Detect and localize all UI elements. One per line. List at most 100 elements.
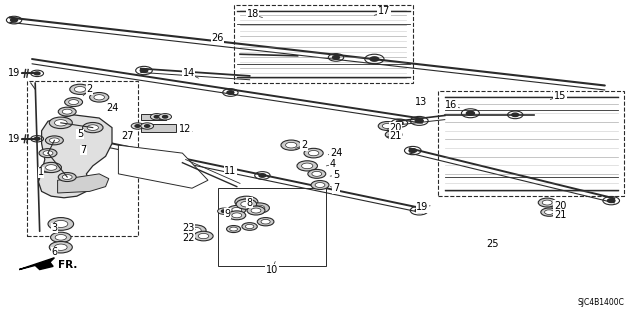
Text: 11: 11 — [224, 166, 237, 176]
Circle shape — [297, 161, 317, 171]
Circle shape — [232, 213, 242, 218]
Circle shape — [83, 122, 103, 133]
Circle shape — [315, 182, 325, 188]
Circle shape — [43, 151, 53, 156]
Circle shape — [94, 95, 104, 100]
Circle shape — [135, 125, 140, 127]
Text: 22: 22 — [182, 233, 195, 243]
Circle shape — [49, 117, 72, 129]
Circle shape — [45, 136, 63, 145]
Text: 16: 16 — [445, 100, 458, 110]
Text: 4: 4 — [330, 159, 336, 169]
Text: SJC4B1400C: SJC4B1400C — [577, 298, 624, 307]
Circle shape — [385, 130, 402, 139]
Text: 25: 25 — [486, 239, 499, 249]
Circle shape — [607, 199, 615, 203]
Circle shape — [51, 232, 71, 242]
Circle shape — [39, 149, 57, 158]
Text: 17: 17 — [378, 6, 390, 16]
Circle shape — [241, 201, 252, 207]
Circle shape — [538, 198, 556, 207]
Circle shape — [259, 174, 266, 177]
Circle shape — [227, 226, 241, 233]
Circle shape — [74, 86, 86, 92]
Circle shape — [131, 123, 144, 129]
Circle shape — [281, 140, 301, 150]
Circle shape — [285, 142, 297, 148]
Circle shape — [542, 200, 552, 205]
Circle shape — [304, 148, 323, 158]
Circle shape — [11, 19, 17, 22]
Text: 19: 19 — [8, 68, 20, 78]
Text: 7: 7 — [333, 183, 339, 193]
Text: 19: 19 — [8, 134, 20, 144]
Circle shape — [145, 125, 150, 127]
Circle shape — [54, 244, 67, 250]
Text: 6: 6 — [51, 247, 58, 257]
Text: 21: 21 — [554, 210, 566, 220]
Circle shape — [49, 138, 60, 143]
Circle shape — [396, 121, 403, 125]
Text: 20: 20 — [554, 201, 566, 211]
Circle shape — [184, 225, 206, 236]
Text: 23: 23 — [182, 223, 195, 233]
Circle shape — [378, 122, 396, 130]
Circle shape — [62, 109, 72, 114]
Circle shape — [253, 205, 265, 211]
Circle shape — [227, 91, 234, 94]
Text: 1: 1 — [38, 167, 44, 177]
Circle shape — [159, 114, 172, 120]
Circle shape — [249, 203, 269, 213]
Circle shape — [41, 162, 61, 173]
Circle shape — [512, 113, 518, 116]
Circle shape — [409, 149, 417, 152]
Text: 18: 18 — [246, 9, 259, 19]
Circle shape — [541, 208, 557, 216]
Circle shape — [308, 151, 319, 156]
FancyBboxPatch shape — [141, 124, 176, 132]
Circle shape — [48, 218, 74, 230]
Circle shape — [45, 165, 57, 170]
Circle shape — [150, 114, 163, 120]
Text: 12: 12 — [179, 124, 192, 134]
Polygon shape — [38, 115, 112, 198]
Circle shape — [62, 174, 72, 180]
Circle shape — [225, 212, 238, 219]
FancyBboxPatch shape — [141, 114, 166, 120]
Circle shape — [218, 208, 230, 214]
Circle shape — [333, 56, 339, 59]
Circle shape — [247, 206, 265, 215]
Text: 7: 7 — [80, 145, 86, 155]
Circle shape — [308, 169, 326, 178]
Circle shape — [163, 115, 168, 118]
Polygon shape — [58, 174, 109, 193]
Text: 10: 10 — [266, 264, 278, 275]
Circle shape — [240, 199, 253, 205]
Circle shape — [189, 227, 201, 233]
Circle shape — [230, 227, 237, 231]
Text: 2: 2 — [86, 84, 93, 94]
Circle shape — [415, 209, 423, 212]
Circle shape — [58, 107, 76, 116]
Circle shape — [257, 218, 274, 226]
Circle shape — [221, 210, 227, 212]
Circle shape — [194, 231, 213, 241]
Circle shape — [141, 123, 154, 129]
Circle shape — [68, 100, 79, 105]
Circle shape — [235, 196, 258, 208]
Circle shape — [229, 214, 234, 217]
Text: 24: 24 — [106, 103, 118, 114]
Circle shape — [261, 219, 270, 224]
Circle shape — [228, 205, 246, 214]
Circle shape — [35, 72, 40, 75]
Circle shape — [49, 241, 72, 253]
Text: 19: 19 — [416, 202, 429, 212]
Circle shape — [90, 93, 109, 102]
Circle shape — [301, 163, 313, 169]
Circle shape — [236, 199, 257, 209]
Text: 3: 3 — [51, 223, 58, 233]
Circle shape — [242, 223, 257, 230]
Circle shape — [55, 234, 67, 240]
Circle shape — [198, 234, 209, 239]
Text: 26: 26 — [211, 33, 224, 43]
